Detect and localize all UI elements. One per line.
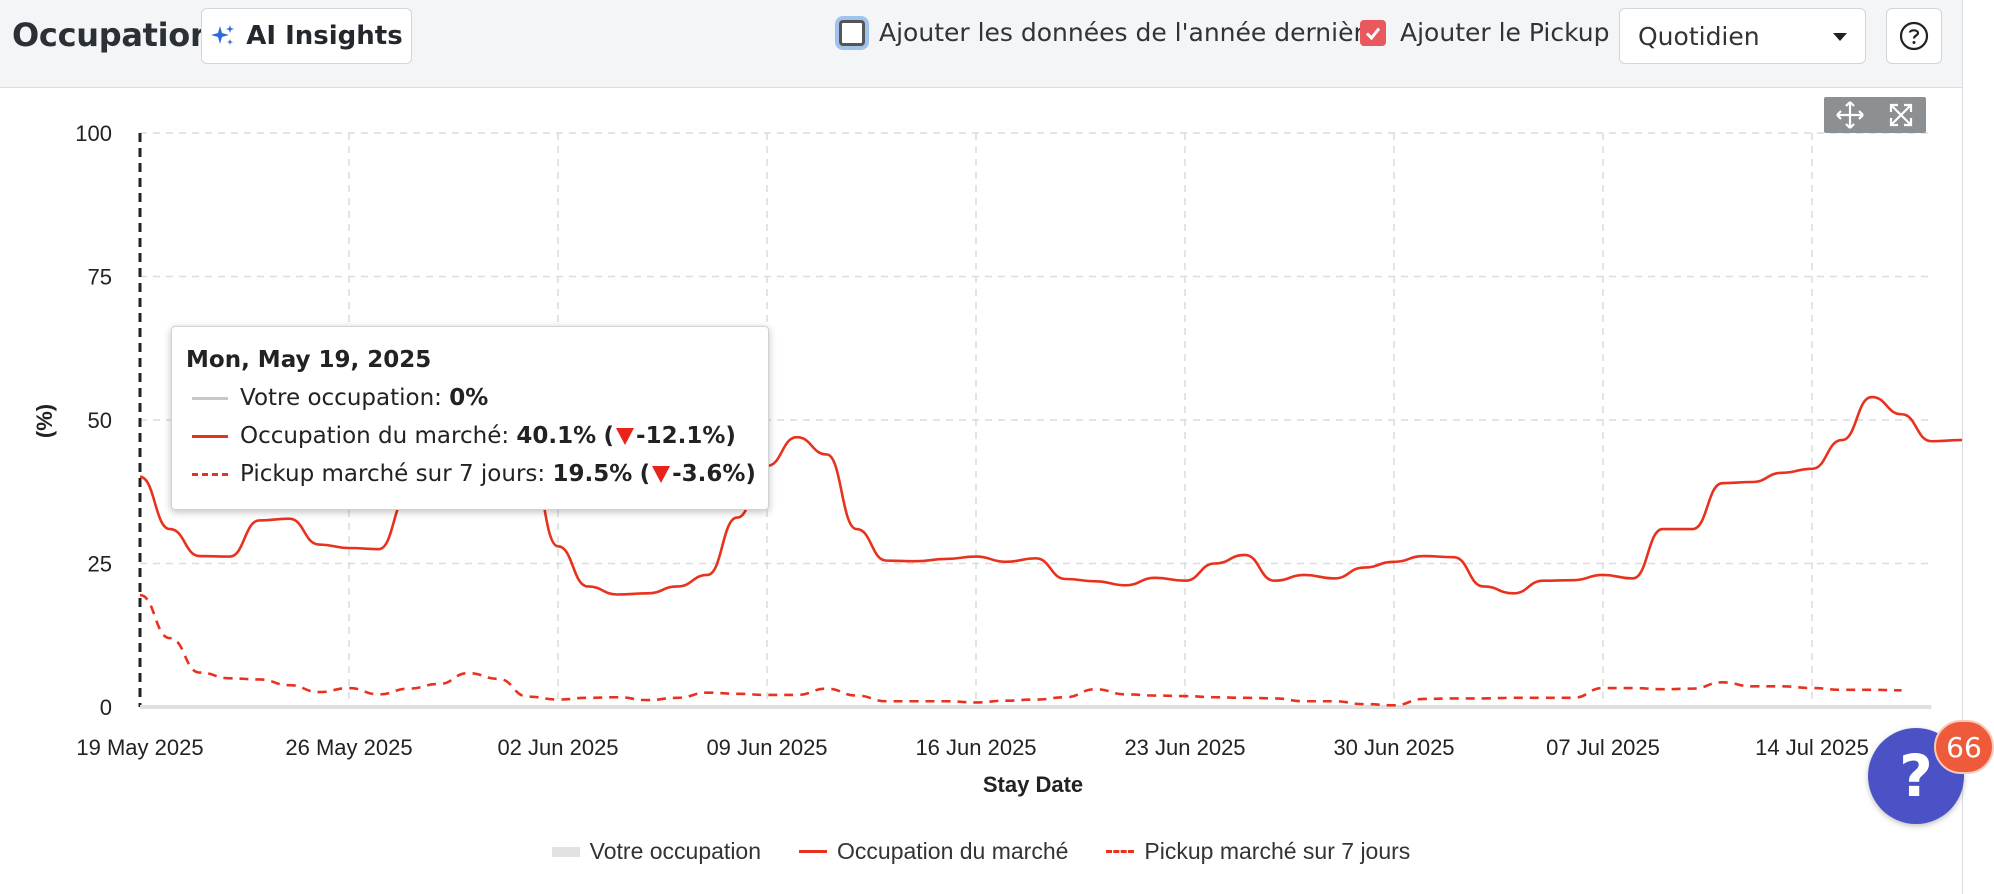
x-tick-label: 23 Jun 2025: [1124, 735, 1245, 760]
hover-tooltip: Mon, May 19, 2025 Votre occupation: 0% O…: [171, 326, 769, 510]
last-year-checkbox[interactable]: [839, 19, 865, 46]
legend-swatch: [192, 396, 228, 400]
last-year-label: Ajouter les données de l'année dernière: [879, 18, 1379, 47]
tooltip-value: 0%: [449, 385, 489, 411]
legend-swatch: [799, 850, 828, 853]
series-line-3: [139, 593, 1902, 707]
pan-icon[interactable]: [1836, 101, 1864, 129]
x-tick-label: 07 Jul 2025: [1546, 735, 1660, 760]
x-axis-title: Stay Date: [983, 772, 1083, 797]
triangle-down-icon: [616, 428, 635, 445]
pickup-checkbox[interactable]: [1360, 19, 1386, 46]
tooltip-value: 40.1%: [516, 423, 597, 449]
sparkles-icon: [211, 25, 235, 45]
legend-item-market-occupancy[interactable]: Occupation du marché: [799, 838, 1068, 865]
legend-label: Occupation du marché: [837, 838, 1069, 864]
ai-insights-label: AI Insights: [246, 21, 403, 51]
x-tick-label: 14 Jul 2025: [1755, 735, 1869, 760]
x-tick-label: 26 May 2025: [285, 735, 412, 760]
legend-swatch: [551, 846, 580, 857]
ai-insights-button[interactable]: AI Insights: [201, 8, 412, 64]
help-button[interactable]: [1886, 8, 1942, 64]
y-axis-title: (%): [32, 404, 57, 438]
legend-swatch: [1106, 850, 1135, 853]
tooltip-row-your-occupancy: Votre occupation: 0%: [192, 385, 488, 411]
legend-swatch: [192, 434, 228, 438]
legend-label: Votre occupation: [589, 838, 762, 864]
legend-label: Pickup marché sur 7 jours: [1144, 838, 1411, 864]
legend-item-your-occupancy[interactable]: Votre occupation: [551, 838, 762, 865]
chart-legend: Votre occupation Occupation du marché Pi…: [0, 838, 1962, 865]
question-circle-icon: [1899, 21, 1929, 51]
tooltip-label: Pickup marché sur 7 jours:: [240, 461, 553, 487]
tooltip-date: Mon, May 19, 2025: [186, 347, 432, 373]
granularity-select[interactable]: Quotidien: [1619, 8, 1866, 64]
x-tick-label: 30 Jun 2025: [1333, 735, 1454, 760]
expand-icon[interactable]: [1888, 102, 1914, 128]
chevron-down-icon: [1833, 33, 1847, 41]
page-title: Occupation: [12, 16, 213, 54]
chart-header: Occupation AI Insights Ajouter les donné…: [0, 0, 1962, 88]
y-tick-label: 25: [88, 552, 112, 577]
chart-toolbar: [1824, 97, 1926, 133]
tooltip-value: 19.5%: [552, 461, 633, 487]
y-tick-label: 50: [88, 408, 112, 433]
tooltip-delta: -3.6%: [672, 461, 746, 487]
triangle-down-icon: [652, 466, 671, 483]
y-tick-label: 100: [75, 121, 112, 146]
x-tick-label: 02 Jun 2025: [497, 735, 618, 760]
tooltip-row-market-occupancy: Occupation du marché: 40.1% (-12.1%): [192, 423, 736, 449]
pickup-label: Ajouter le Pickup: [1400, 18, 1610, 47]
legend-item-market-pickup[interactable]: Pickup marché sur 7 jours: [1106, 838, 1410, 865]
tooltip-label: Occupation du marché:: [240, 423, 517, 449]
y-tick-label: 75: [88, 265, 112, 290]
granularity-value: Quotidien: [1638, 21, 1760, 51]
tooltip-label: Votre occupation:: [240, 385, 450, 411]
legend-swatch: [192, 472, 228, 476]
checkmark-icon: [1365, 27, 1381, 40]
x-tick-label: 19 May 2025: [76, 735, 203, 760]
x-tick-label: 16 Jun 2025: [915, 735, 1036, 760]
x-tick-label: 09 Jun 2025: [706, 735, 827, 760]
notification-badge: 66: [1934, 720, 1994, 774]
tooltip-delta: -12.1%: [636, 423, 726, 449]
tooltip-row-market-pickup: Pickup marché sur 7 jours: 19.5% (-3.6%): [192, 461, 756, 487]
pickup-toggle[interactable]: Ajouter le Pickup: [1360, 18, 1610, 47]
panel-border: [1962, 0, 1963, 894]
y-tick-label: 0: [100, 695, 112, 720]
last-year-toggle[interactable]: Ajouter les données de l'année dernière: [839, 18, 1379, 47]
